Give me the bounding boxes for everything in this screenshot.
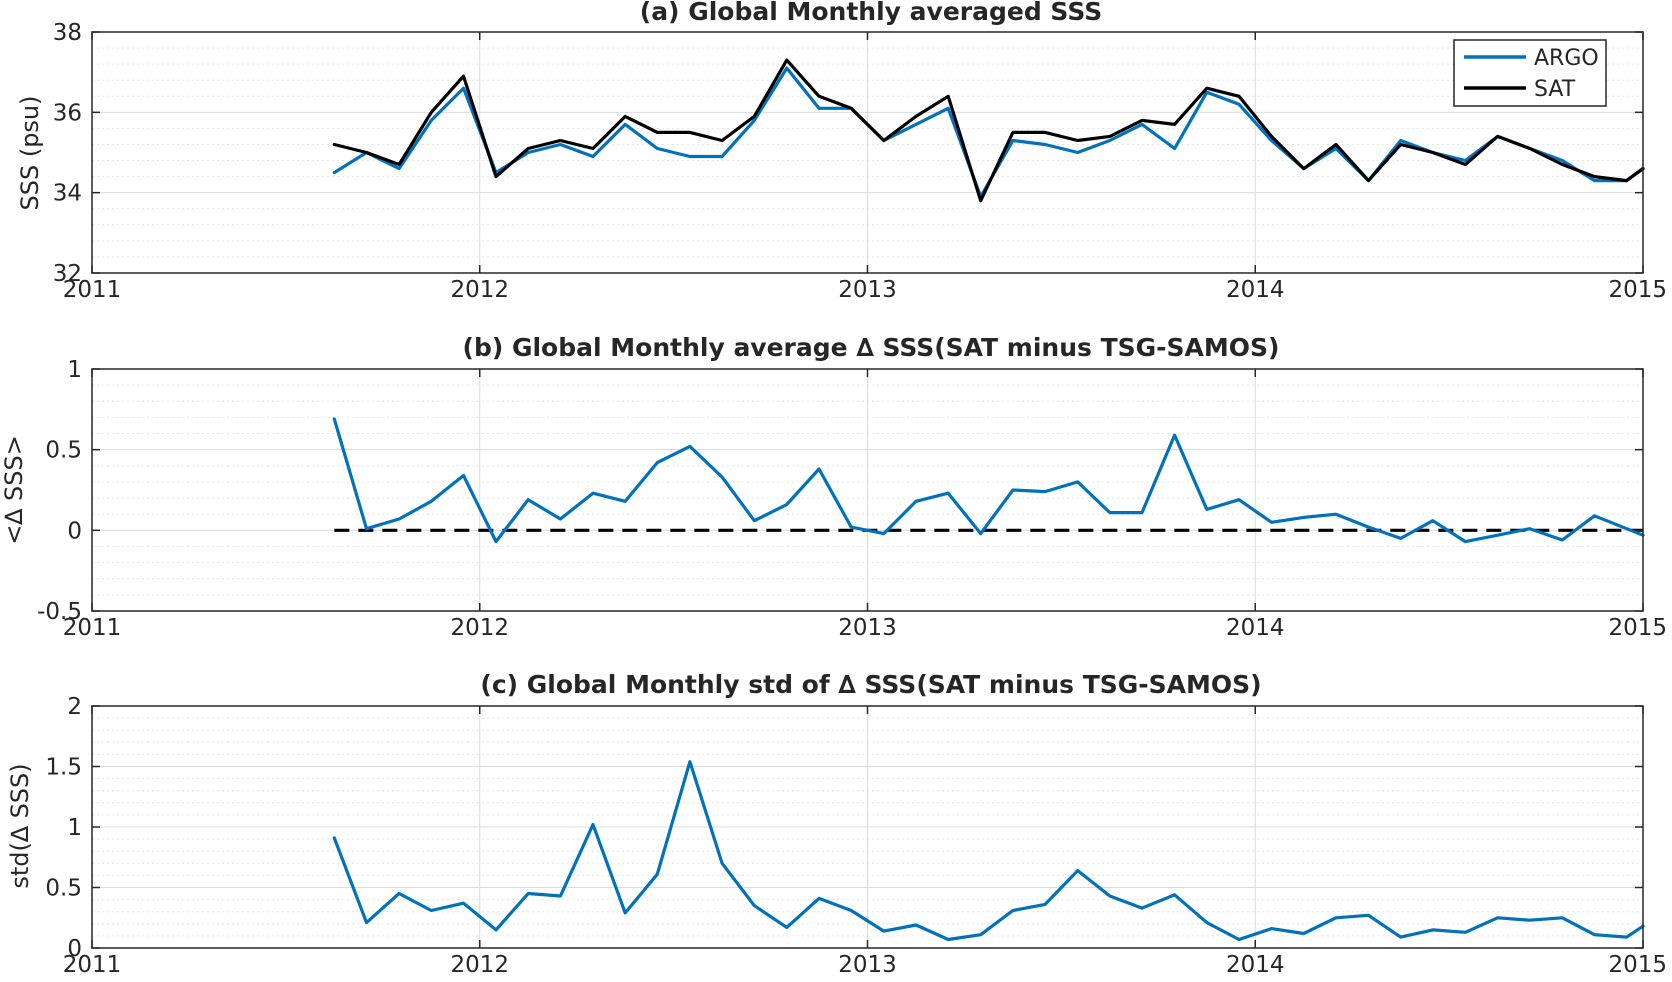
panel-c-x-tick-label: 2011 bbox=[63, 952, 122, 978]
panel-a-x-tick-label: 2015 bbox=[1608, 277, 1667, 303]
panel-c-title: (c) Global Monthly std of ∆ SSS(SAT minu… bbox=[480, 670, 1261, 699]
panel-c-y-tick-label: 0 bbox=[67, 936, 82, 962]
panel-c-marks bbox=[332, 760, 1645, 942]
panel-c-y-tick-label: 0.5 bbox=[45, 876, 82, 902]
panel-b-y-tick-label: 0 bbox=[67, 518, 82, 544]
panel-c-ylabel: std(∆ SSS) bbox=[6, 763, 34, 888]
panel-b-x-tick-label: 2011 bbox=[63, 615, 122, 641]
panel-c-y-tick-label: 2 bbox=[67, 694, 82, 720]
panel-b-marks bbox=[332, 417, 1645, 544]
panel-a-grid bbox=[91, 31, 1644, 274]
panel-a: (a) Global Monthly averaged SSS SSS (psu… bbox=[16, 0, 1667, 303]
panel-a-y-tick-label: 36 bbox=[53, 100, 82, 126]
panel-b-x-tick-label: 2014 bbox=[1226, 615, 1285, 641]
panel-b-y-tick-label: -0.5 bbox=[37, 599, 82, 625]
panel-b-x-tick-label: 2015 bbox=[1608, 615, 1667, 641]
panel-a-x-tick-label: 2012 bbox=[450, 277, 509, 303]
panel-c-grid bbox=[91, 705, 1644, 949]
panel-b-grid bbox=[91, 368, 1644, 612]
panel-a-ylabel: SSS (psu) bbox=[16, 95, 44, 210]
panel-a-series-argo-line bbox=[332, 66, 1645, 199]
panel-b-x-tick-label: 2012 bbox=[450, 615, 509, 641]
panel-b-axes: -0.5 0 0.5 1 2011 2012 2013 2014 2015 bbox=[37, 357, 1667, 641]
panel-b-title: (b) Global Monthly average ∆ SSS(SAT min… bbox=[463, 333, 1280, 362]
legend-box bbox=[1453, 39, 1607, 107]
panel-c-x-tick-label: 2013 bbox=[838, 952, 897, 978]
panel-a-marks bbox=[332, 58, 1645, 203]
panel-b-x-tick-label: 2013 bbox=[838, 615, 897, 641]
panel-b: (b) Global Monthly average ∆ SSS(SAT min… bbox=[0, 333, 1667, 641]
panel-a-axes: 32 34 36 38 2011 2012 2013 2014 2015 bbox=[53, 20, 1667, 303]
panel-a-y-tick-label: 34 bbox=[53, 181, 82, 207]
panel-a-title: (a) Global Monthly averaged SSS bbox=[640, 0, 1102, 26]
panel-a-x-tick-label: 2014 bbox=[1226, 277, 1285, 303]
panel-c-x-tick-label: 2014 bbox=[1226, 952, 1285, 978]
panel-a-legend: ARGO SAT bbox=[1453, 39, 1607, 107]
panel-c-axes: 0 0.5 1 1.5 2 2011 2012 2013 2014 2015 bbox=[45, 694, 1667, 978]
panel-a-series-sat-line bbox=[332, 58, 1645, 203]
panel-c-x-tick-label: 2012 bbox=[450, 952, 509, 978]
legend-sat-label: SAT bbox=[1534, 77, 1576, 102]
panel-c: (c) Global Monthly std of ∆ SSS(SAT minu… bbox=[6, 670, 1667, 978]
panel-b-ylabel: <∆ SSS> bbox=[0, 435, 28, 545]
panel-c-y-tick-label: 1 bbox=[67, 815, 82, 841]
panel-a-x-tick-label: 2011 bbox=[63, 277, 122, 303]
panel-b-y-tick-label: 0.5 bbox=[45, 438, 82, 464]
legend-argo-label: ARGO bbox=[1534, 46, 1599, 71]
panel-c-series-delta-sss-line bbox=[332, 760, 1645, 942]
panel-c-x-tick-label: 2015 bbox=[1608, 952, 1667, 978]
panel-b-series-delta-sss-line bbox=[332, 417, 1645, 544]
panel-a-y-tick-label: 38 bbox=[53, 20, 82, 46]
panel-c-y-tick-label: 1.5 bbox=[45, 755, 82, 781]
panel-b-y-tick-label: 1 bbox=[67, 357, 82, 383]
panel-a-x-tick-label: 2013 bbox=[838, 277, 897, 303]
panel-a-y-tick-label: 32 bbox=[53, 261, 82, 287]
